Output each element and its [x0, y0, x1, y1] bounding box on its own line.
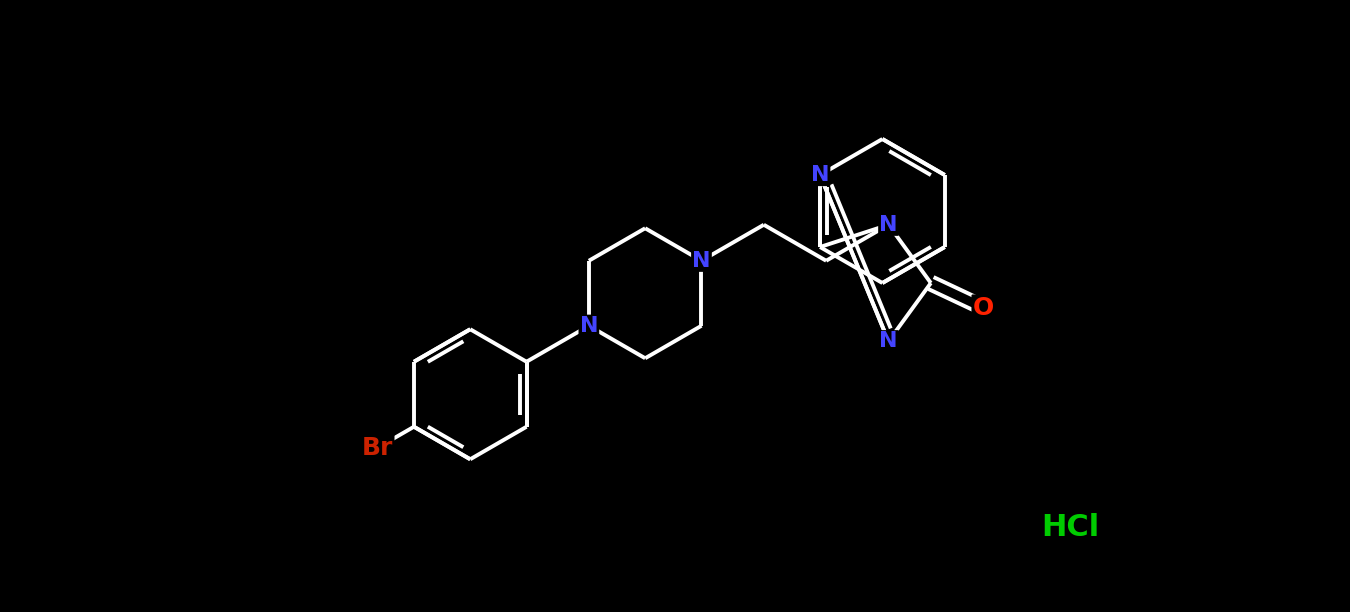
Text: Br: Br	[362, 436, 393, 460]
Text: N: N	[579, 316, 598, 336]
Text: N: N	[693, 251, 710, 271]
Text: N: N	[811, 165, 829, 185]
Text: HCl: HCl	[1041, 512, 1099, 542]
Text: N: N	[879, 215, 898, 235]
Text: N: N	[879, 331, 898, 351]
Text: O: O	[973, 296, 994, 319]
